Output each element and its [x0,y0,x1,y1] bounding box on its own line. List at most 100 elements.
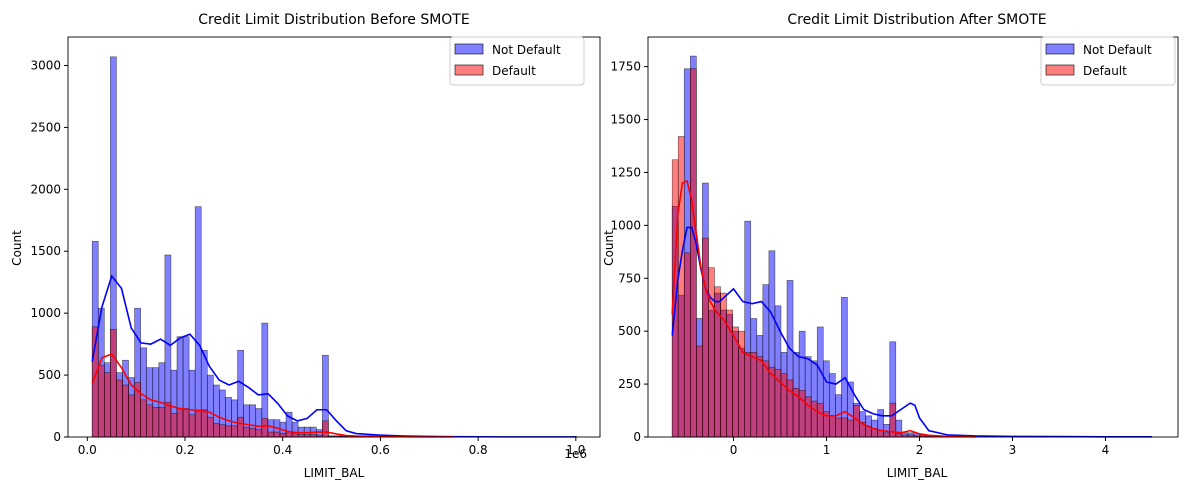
y-axis-label: Count [10,230,24,266]
histogram-bar [194,410,202,438]
legend: Not Default Default [1040,36,1176,86]
histogram-bar [194,206,202,438]
legend-label-not-default: Not Default [492,43,561,57]
kde-line [671,179,976,438]
chart-title: Credit Limit Distribution Before SMOTE [198,12,469,28]
histogram-bar [702,237,709,438]
legend-label-default: Default [1083,64,1127,78]
y-tick-label: 1500 [30,244,61,258]
histogram-bar [261,418,269,438]
histogram-bar [164,402,172,438]
y-tick-label: 500 [618,324,641,338]
histogram-bar [841,297,848,438]
x-axis-offset-text: 1e6 [564,447,587,461]
histogram-bar [273,431,281,438]
histogram-bar [877,430,885,438]
histogram-bar [206,416,214,438]
histogram-bar [744,352,752,438]
histogram-bar [170,413,178,438]
histogram-bar [756,356,764,438]
y-tick-label: 1500 [610,113,641,127]
y-tick-label: 250 [618,377,641,391]
histogram-bar [146,404,154,438]
histogram-bar [291,432,299,438]
histogram-bar [249,428,257,438]
histogram-bar [683,252,691,438]
histogram-bar [720,292,727,438]
x-tick-label: 0.8 [469,443,488,457]
histogram-bar [816,402,824,438]
histogram-bar [708,267,715,438]
x-tick-label: 0.4 [273,443,292,457]
histogram-bar [188,414,196,438]
histogram-bar [122,384,129,438]
histogram-bar [810,400,818,438]
y-tick-label: 1250 [610,165,641,179]
y-axis-label: Count [602,230,616,266]
histogram-bar [182,408,190,438]
histogram-bar [847,419,854,438]
histogram-bar [322,420,329,438]
histogram-bar [237,416,244,438]
y-tick-label: 500 [38,368,61,382]
histogram-bar [213,423,220,438]
chart-title: Credit Limit Distribution After SMOTE [787,12,1046,28]
x-tick-label: 0 [730,443,738,457]
histogram-bar [110,328,117,438]
axes-frame [67,36,601,438]
legend-swatch-default [1045,64,1075,76]
x-tick-label: 1.0 [566,443,585,457]
y-tick-label: 3000 [30,58,61,72]
histogram-bar [255,429,263,438]
histogram-bar [176,408,184,438]
y-tick-label: 0 [633,430,641,444]
histogram-bar [152,406,160,438]
x-axis-label: LIMIT_BAL [304,466,365,480]
histogram-bar [243,426,250,438]
legend-label-not-default: Not Default [1083,43,1152,57]
kde-line [91,353,454,438]
histogram-bar [225,425,232,438]
histogram-bar [762,360,770,438]
histogram-bar [128,394,135,438]
y-tick-label: 1750 [610,60,641,74]
histogram-bar [279,432,287,438]
histogram-bar [267,431,275,438]
legend-swatch-not-default [1045,43,1075,55]
histogram-bar [116,379,123,438]
histogram-bar [158,406,166,438]
y-tick-label: 1000 [30,306,61,320]
x-axis-label: LIMIT_BAL [887,466,948,480]
y-tick-label: 0 [53,430,61,444]
legend: Not Default Default [449,36,585,86]
histogram-bar [104,372,111,438]
x-tick-label: 0.6 [371,443,390,457]
plot-area: 0.0 0.2 0.4 0.6 0.8 1.0 0 500 1000 1500 2000 2500 30… [30,36,601,457]
legend-frame [449,36,585,86]
x-tick-label: 0.0 [78,443,97,457]
legend-swatch-default [454,64,484,76]
x-tick-label: 3 [1009,443,1017,457]
histogram-bar [829,415,836,438]
histogram-bar [835,417,842,438]
legend-swatch-not-default [454,43,484,55]
histogram-bar [895,433,903,438]
histogram-bar [140,399,147,438]
x-tick-label: 2 [916,443,924,457]
chart-before-smote: Credit Limit Distribution Before SMOTE 0… [10,12,601,480]
y-tick-label: 2500 [30,120,61,134]
x-tick-label: 0.2 [175,443,194,457]
histogram-bar [841,417,848,438]
histogram-bar [677,136,685,438]
histogram-bar [200,409,208,438]
chart-after-smote: Credit Limit Distribution After SMOTE 0 1… [602,12,1179,480]
y-tick-label: 750 [618,271,641,285]
x-tick-label: 1 [823,443,831,457]
histogram-bar [768,366,776,438]
histogram-bar [219,424,226,438]
axes-frame [647,36,1179,438]
histogram-bar [690,68,697,438]
histogram-bar [696,345,703,438]
y-tick-label: 2000 [30,182,61,196]
